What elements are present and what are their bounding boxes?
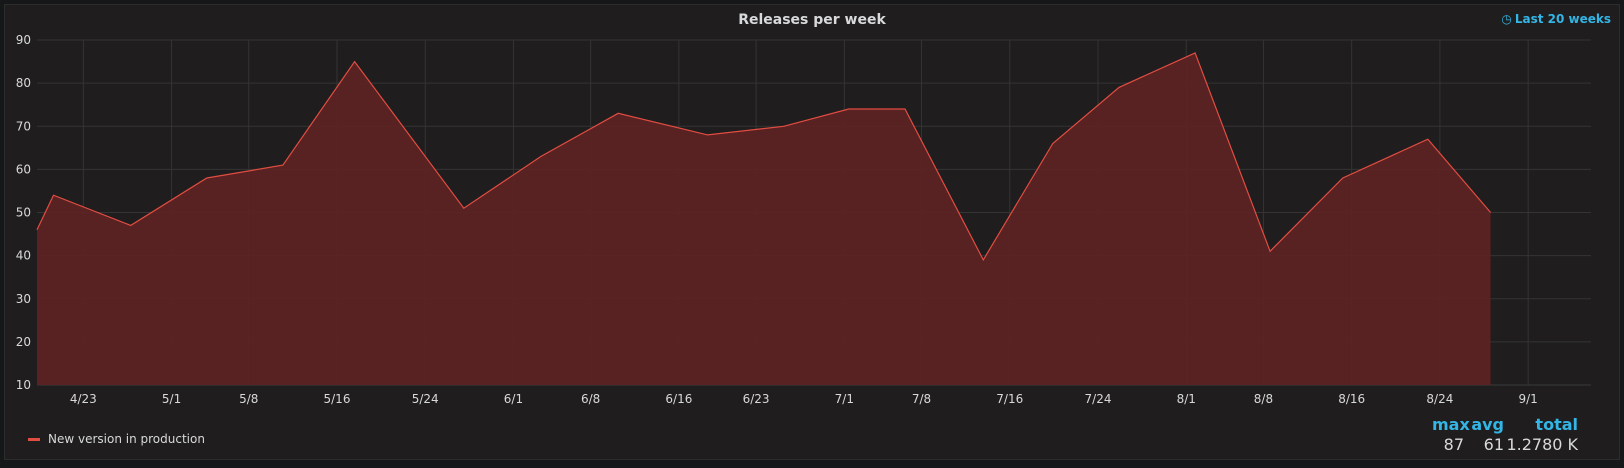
x-tick-label: 6/23 xyxy=(743,392,770,406)
y-tick-label: 40 xyxy=(16,249,31,263)
x-tick-label: 6/16 xyxy=(665,392,692,406)
x-tick-label: 5/1 xyxy=(162,392,181,406)
x-tick-label: 5/8 xyxy=(239,392,258,406)
legend-stat-max[interactable]: max 87 xyxy=(1432,415,1470,454)
x-tick-label: 4/23 xyxy=(70,392,97,406)
y-tick-label: 20 xyxy=(16,335,31,349)
y-tick-label: 30 xyxy=(16,292,31,306)
x-tick-label: 7/8 xyxy=(912,392,931,406)
legend-total-header: total xyxy=(1535,415,1578,434)
x-tick-label: 7/24 xyxy=(1085,392,1112,406)
series-line[interactable] xyxy=(36,52,1492,262)
series-fill xyxy=(37,52,1491,386)
x-tick-label: 5/24 xyxy=(412,392,439,406)
y-tick-label: 50 xyxy=(16,206,31,220)
x-tick-label: 6/1 xyxy=(504,392,523,406)
x-tick-label: 9/1 xyxy=(1518,392,1537,406)
legend-avg-header: avg xyxy=(1471,415,1504,434)
y-tick-label: 60 xyxy=(16,162,31,176)
legend-series-label: New version in production xyxy=(48,432,205,446)
legend-swatch xyxy=(28,437,40,441)
x-tick-label: 8/16 xyxy=(1338,392,1365,406)
legend-max-value: 87 xyxy=(1443,435,1464,454)
y-tick-label: 70 xyxy=(16,119,31,133)
series-area xyxy=(36,52,1492,386)
legend-max-header: max xyxy=(1432,415,1470,434)
y-tick-label: 80 xyxy=(16,76,31,90)
y-tick-label: 10 xyxy=(16,378,31,392)
x-tick-label: 8/1 xyxy=(1177,392,1196,406)
clock-icon: ◷ xyxy=(1501,12,1512,26)
x-tick-label: 8/24 xyxy=(1426,392,1453,406)
x-tick-label: 8/8 xyxy=(1254,392,1273,406)
legend-stat-total[interactable]: total 1.2780 K xyxy=(1504,415,1578,454)
legend-series[interactable]: New version in production xyxy=(28,432,205,446)
legend-total-value: 1.2780 K xyxy=(1506,435,1578,454)
time-range-label: Last 20 weeks xyxy=(1514,12,1611,26)
legend-stat-avg[interactable]: avg 61 xyxy=(1464,415,1504,454)
legend-avg-value: 61 xyxy=(1483,435,1504,454)
y-tick-label: 90 xyxy=(16,33,31,47)
x-tick-label: 7/1 xyxy=(835,392,854,406)
x-tick-label: 5/16 xyxy=(324,392,351,406)
x-tick-label: 7/16 xyxy=(996,392,1023,406)
panel-title[interactable]: Releases per week xyxy=(738,12,886,28)
time-range-info[interactable]: ◷ Last 20 weeks xyxy=(1501,12,1611,26)
x-tick-label: 6/8 xyxy=(581,392,600,406)
